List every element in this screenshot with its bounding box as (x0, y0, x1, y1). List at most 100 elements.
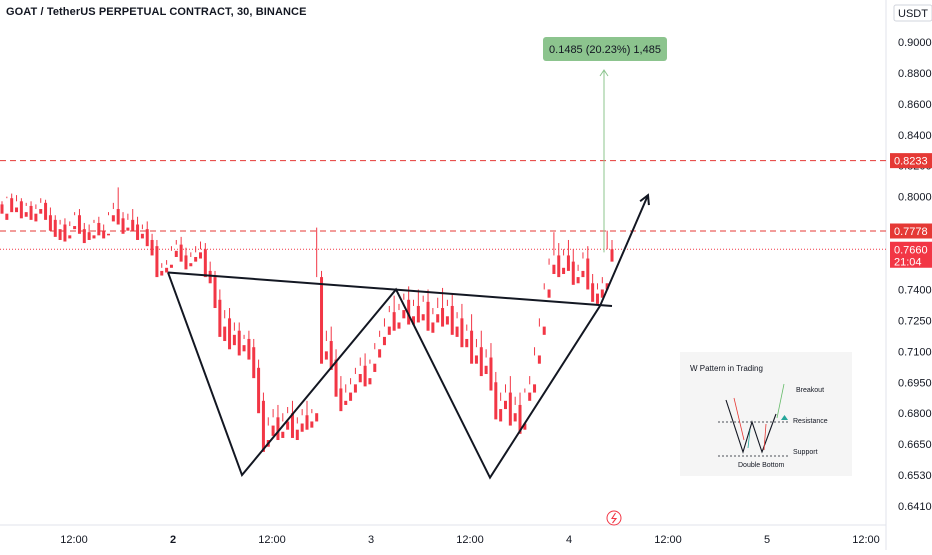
candle-body (295, 429, 299, 441)
candle-body (349, 392, 353, 401)
candle-body (566, 255, 570, 271)
candle-body (10, 198, 14, 213)
candle-body (165, 267, 169, 273)
candle-body (155, 246, 159, 278)
candle-body (324, 351, 328, 360)
candle-body (547, 289, 551, 298)
candle-body (392, 312, 396, 331)
candle-body (150, 239, 154, 256)
candle-body (421, 314, 425, 321)
inset-red-arrow-1 (733, 397, 745, 441)
chart-title: GOAT / TetherUS PERPETUAL CONTRACT, 30, … (6, 6, 307, 18)
candle-body (315, 413, 319, 422)
candle-body (257, 367, 261, 414)
x-tick-label: 12:00 (852, 534, 880, 546)
candle-body (373, 363, 377, 372)
candle-body (474, 355, 478, 364)
candle-body (19, 201, 23, 219)
inset-label-support: Support (793, 449, 818, 456)
x-tick-label: 12:00 (654, 534, 682, 546)
candle-body (310, 421, 314, 428)
candle-body (470, 330, 474, 364)
y-tick-label: 0.7250 (898, 315, 932, 327)
candle-body (436, 314, 440, 323)
x-tick-label: 2 (170, 534, 176, 546)
candle-body (334, 359, 338, 397)
candle-body (397, 322, 401, 329)
candle-body (605, 283, 609, 290)
candle-body (281, 431, 285, 438)
y-tick-label: 0.7100 (898, 346, 932, 358)
candle-body (203, 249, 207, 278)
candle-body (223, 326, 227, 342)
candle-body (82, 229, 86, 244)
candle-body (363, 365, 367, 387)
candle-body (562, 267, 566, 274)
candle-body (237, 330, 241, 356)
y-tick-label: 0.6950 (898, 377, 932, 389)
candle-body (131, 219, 135, 231)
candle-body (576, 277, 580, 284)
candle-body (160, 270, 164, 276)
candle-body (48, 215, 52, 231)
candle-body (58, 229, 62, 240)
candle-body (339, 388, 343, 412)
candle-body (276, 417, 280, 441)
candle-body (441, 308, 445, 327)
candle-body (53, 219, 57, 237)
y-tick-label: 0.7400 (898, 284, 932, 296)
candle-body (39, 209, 43, 214)
candle-body (426, 301, 430, 331)
candle-body (15, 207, 19, 213)
candle-body (542, 326, 546, 335)
candle-body (228, 318, 232, 350)
x-tick-label: 5 (764, 534, 770, 546)
candle-body (97, 222, 101, 236)
pattern-drawing-layer: 0.1485 (20.23%) 1,485 (167, 37, 667, 526)
price-line-label: 0.7778 (894, 226, 928, 238)
candle-body (450, 305, 454, 335)
candle-body (533, 384, 537, 393)
candle-body (382, 336, 386, 346)
candle-body (271, 425, 275, 436)
candle-body (455, 326, 459, 337)
candle-body (5, 213, 9, 220)
y-tick-label: 0.6410 (898, 501, 932, 513)
candle-body (189, 263, 193, 267)
candle-body (494, 382, 498, 420)
axes-layer (0, 0, 887, 550)
candle-body (174, 250, 178, 257)
candle-body (523, 423, 527, 430)
inset-red-arrow-2 (763, 423, 767, 451)
candle-body (305, 415, 309, 430)
candle-body (261, 400, 265, 452)
candle-body (378, 349, 382, 358)
candle-body (68, 235, 72, 239)
w-pattern-inset: W Pattern in Trading Breakout Resistance… (680, 352, 852, 476)
candle-body (586, 258, 590, 290)
y-tick-label: 0.6530 (898, 470, 932, 482)
measure-label: 0.1485 (20.23%) 1,485 (549, 44, 661, 56)
candle-body (184, 255, 188, 270)
w-pattern-line (167, 194, 649, 480)
candle-body (218, 299, 222, 337)
candle-body (581, 270, 585, 278)
price-line-label: 0.7660 (894, 244, 928, 256)
candle-body (111, 215, 115, 222)
candle-body (600, 289, 604, 298)
y-tick-label: 0.9000 (898, 37, 932, 49)
candle-body (77, 215, 81, 234)
candle-body (412, 316, 416, 325)
y-tick-label: 0.8800 (898, 68, 932, 80)
y-tick-label: 0.8600 (898, 99, 932, 111)
candle-body (140, 233, 144, 239)
candle-body (552, 264, 556, 274)
candle-body (121, 218, 125, 234)
candle-body (29, 205, 33, 220)
candle-body (136, 224, 140, 240)
candle-body (87, 232, 91, 240)
x-tick-label: 4 (566, 534, 572, 546)
candle-body (92, 235, 96, 239)
